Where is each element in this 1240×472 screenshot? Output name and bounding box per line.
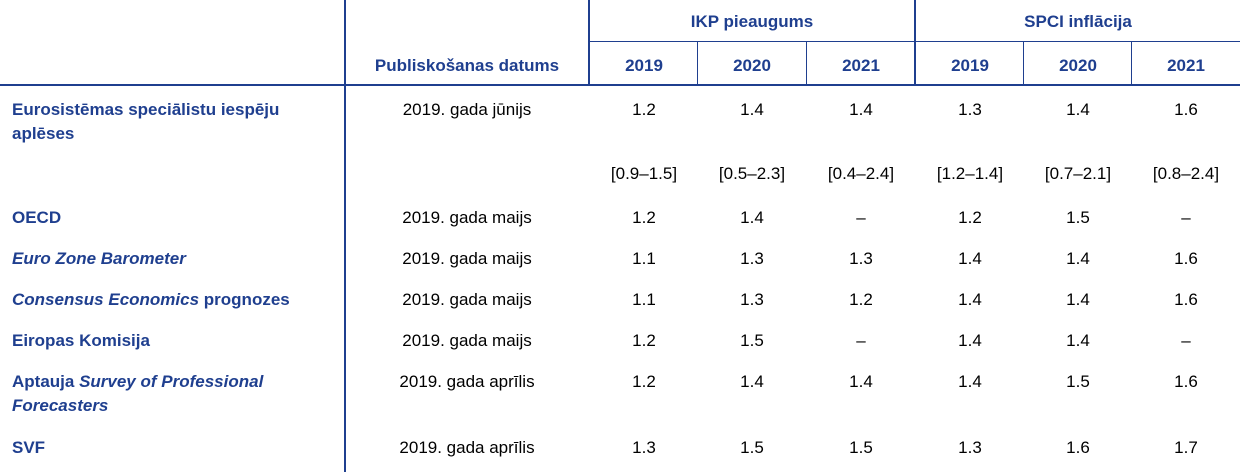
divider-date-column (588, 0, 590, 84)
range-cell: [1.2–1.4] (936, 164, 1004, 183)
value-cell: 1.4 (1066, 331, 1090, 350)
publication-date-cell: 2019. gada maijs (402, 331, 532, 350)
publication-date-cell: 2019. gada maijs (402, 208, 532, 227)
value-cell: 1.4 (740, 100, 764, 119)
value-cell: 1.3 (958, 438, 982, 457)
row-label: OECD (12, 208, 62, 227)
value-cell: 1.3 (740, 249, 764, 268)
value-cell: 1.4 (849, 100, 873, 119)
value-cell: 1.2 (849, 290, 873, 309)
divider-label-column (344, 0, 346, 472)
publication-date-cell: 2019. gada maijs (402, 290, 532, 309)
value-cell: 1.4 (958, 372, 982, 391)
value-cell: 1.4 (740, 208, 764, 227)
value-cell: 1.5 (740, 331, 764, 350)
publication-date-cell: 2019. gada maijs (402, 249, 532, 268)
value-cell: 1.5 (1066, 208, 1090, 227)
range-cell: [0.9–1.5] (610, 164, 678, 183)
header-gdp-growth: IKP pieaugums (690, 12, 814, 31)
divider-year-gdp-2021 (806, 42, 807, 84)
row-label: Aptauja Survey of Professional Forecaste… (12, 372, 264, 415)
value-cell: 1.3 (849, 249, 873, 268)
value-cell: 1.5 (849, 438, 873, 457)
divider-group-gdp-hicp (914, 0, 916, 84)
value-cell: 1.5 (1066, 372, 1090, 391)
publication-date-cell: 2019. gada aprīlis (399, 372, 535, 391)
value-cell: – (856, 208, 866, 227)
value-cell: – (856, 331, 866, 350)
value-cell: 1.4 (1066, 100, 1090, 119)
range-cell: [0.7–2.1] (1044, 164, 1112, 183)
value-cell: 1.4 (740, 372, 764, 391)
range-cell: [0.8–2.4] (1152, 164, 1220, 183)
header-year: 2019 (951, 56, 989, 75)
divider-group-underline (589, 41, 1240, 42)
value-cell: 1.5 (740, 438, 764, 457)
header-year: 2019 (625, 56, 663, 75)
value-cell: 1.3 (958, 100, 982, 119)
header-publication-date: Publiskošanas datums (374, 56, 560, 75)
value-cell: 1.2 (632, 372, 656, 391)
value-cell: 1.2 (958, 208, 982, 227)
value-cell: – (1181, 331, 1191, 350)
value-cell: 1.6 (1174, 100, 1198, 119)
value-cell: – (1181, 208, 1191, 227)
value-cell: 1.7 (1174, 438, 1198, 457)
value-cell: 1.3 (632, 438, 656, 457)
header-year: 2020 (733, 56, 771, 75)
header-year: 2021 (1167, 56, 1205, 75)
value-cell: 1.2 (632, 100, 656, 119)
value-cell: 1.4 (1066, 290, 1090, 309)
header-year: 2021 (842, 56, 880, 75)
value-cell: 1.4 (849, 372, 873, 391)
value-cell: 1.2 (632, 208, 656, 227)
value-cell: 1.2 (632, 331, 656, 350)
row-label: Euro Zone Barometer (12, 249, 186, 268)
value-cell: 1.6 (1174, 249, 1198, 268)
row-label: Eurosistēmas speciālistu iespēju aplēses (12, 100, 280, 143)
value-cell: 1.6 (1174, 290, 1198, 309)
value-cell: 1.1 (632, 290, 656, 309)
range-cell: [0.5–2.3] (718, 164, 786, 183)
row-label: Eiropas Komisija (12, 331, 150, 350)
value-cell: 1.6 (1066, 438, 1090, 457)
divider-year-hicp-2021 (1131, 42, 1132, 84)
value-cell: 1.6 (1174, 372, 1198, 391)
value-cell: 1.3 (740, 290, 764, 309)
row-label: Consensus Economics prognozes (12, 290, 290, 309)
value-cell: 1.4 (958, 331, 982, 350)
publication-date-cell: 2019. gada jūnijs (402, 100, 532, 119)
header-year: 2020 (1059, 56, 1097, 75)
value-cell: 1.4 (1066, 249, 1090, 268)
range-cell: [0.4–2.4] (827, 164, 895, 183)
value-cell: 1.1 (632, 249, 656, 268)
value-cell: 1.4 (958, 290, 982, 309)
divider-year-gdp-2020 (697, 42, 698, 84)
header-hicp-inflation: SPCI inflācija (1024, 12, 1132, 31)
row-label: SVF (12, 438, 46, 457)
header-bottom-rule (0, 84, 1240, 86)
value-cell: 1.4 (958, 249, 982, 268)
divider-year-hicp-2020 (1023, 42, 1024, 84)
publication-date-cell: 2019. gada aprīlis (399, 438, 535, 457)
